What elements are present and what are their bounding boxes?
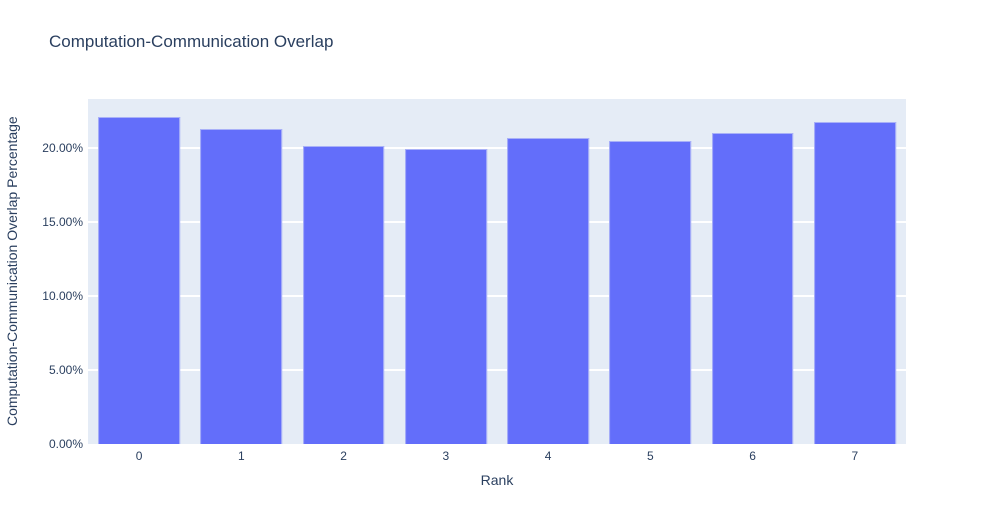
y-tick-label-0: 0.00% xyxy=(48,437,83,451)
bar-rank-6[interactable] xyxy=(711,133,794,444)
x-tick-label-5: 5 xyxy=(647,449,654,463)
bar-rank-2[interactable] xyxy=(302,145,385,444)
gridline-10 xyxy=(88,295,906,298)
gridline-5 xyxy=(88,369,906,372)
gridline-15 xyxy=(88,221,906,224)
x-tick-label-2: 2 xyxy=(340,449,347,463)
bar-rank-0[interactable] xyxy=(98,117,181,444)
x-axis-ticks: 0 1 2 3 4 5 6 7 xyxy=(88,449,906,465)
y-tick-label-10: 10.00% xyxy=(42,289,83,304)
bar-rank-7[interactable] xyxy=(813,121,896,444)
bar-rank-4[interactable] xyxy=(507,137,590,444)
chart-title: Computation-Communication Overlap xyxy=(49,32,334,51)
x-tick-label-4: 4 xyxy=(544,449,552,463)
x-tick-label-0: 0 xyxy=(135,449,143,463)
bar-rank-1[interactable] xyxy=(200,128,283,444)
plot-area[interactable] xyxy=(88,99,906,444)
y-tick-label-15: 15.00% xyxy=(42,215,83,230)
x-axis-title: Rank xyxy=(480,472,514,488)
x-tick-label-3: 3 xyxy=(442,449,450,463)
x-tick-label-6: 6 xyxy=(749,449,756,463)
bar-rank-3[interactable] xyxy=(404,148,487,444)
x-tick-label-7: 7 xyxy=(851,449,859,463)
y-axis-ticks: 0.00% 5.00% 10.00% 15.00% 20.00% xyxy=(0,99,83,451)
y-tick-label-20: 20.00% xyxy=(42,141,83,156)
gridline-20 xyxy=(88,147,906,150)
bar-rank-5[interactable] xyxy=(609,140,692,444)
y-tick-label-5: 5.00% xyxy=(48,363,83,378)
x-tick-label-1: 1 xyxy=(238,449,245,463)
